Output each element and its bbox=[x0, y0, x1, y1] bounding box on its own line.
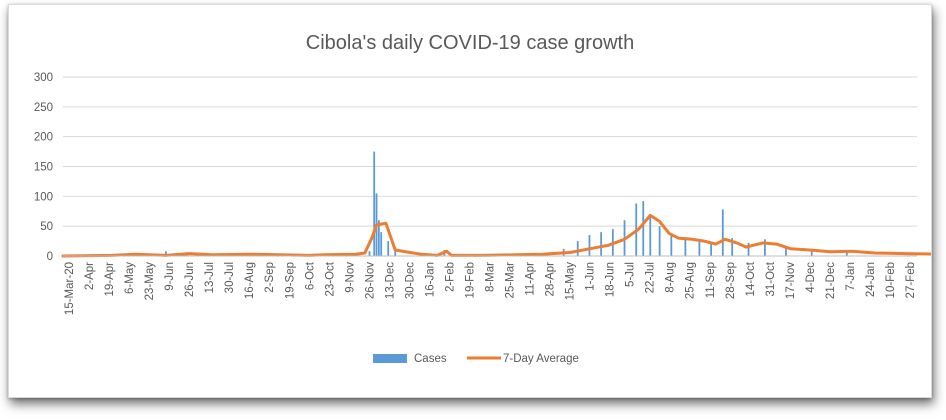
x-tick-label: 8-Aug bbox=[665, 262, 677, 293]
average-line-layer bbox=[61, 213, 931, 258]
case-bar bbox=[684, 238, 687, 256]
case-bar bbox=[642, 201, 645, 256]
y-tick-label: 250 bbox=[34, 102, 53, 114]
chart-card: Cibola's daily COVID-19 case growth 0 50 1… bbox=[8, 4, 932, 398]
x-tick-label: 1-Jun bbox=[585, 262, 597, 291]
x-tick-label: 5-Jul bbox=[625, 262, 637, 287]
x-tick-label: 19-Apr bbox=[104, 262, 116, 297]
x-tick-label: 19-Feb bbox=[464, 262, 476, 298]
legend-cases-swatch bbox=[373, 354, 407, 363]
x-tick-label: 16-Aug bbox=[244, 262, 256, 299]
case-bar bbox=[368, 251, 371, 256]
x-tick-label: 30-Jul bbox=[224, 262, 236, 293]
x-tick-label: 7-Jan bbox=[845, 262, 857, 291]
x-tick-label: 23-Oct bbox=[324, 261, 336, 296]
x-tick-label: 21-Dec bbox=[825, 262, 837, 299]
case-bar bbox=[658, 226, 661, 256]
x-axis-ticks: 15-Mar-20 2-Apr 19-Apr 6-May 23-May 9-Jun 26-J… bbox=[64, 261, 917, 315]
x-tick-label: 22-Jul bbox=[645, 262, 657, 293]
x-tick-label: 8-Mar bbox=[484, 262, 496, 292]
x-tick-label: 28-Sep bbox=[725, 262, 737, 299]
case-bar bbox=[845, 250, 848, 256]
case-bar bbox=[710, 244, 713, 256]
y-tick-label: 100 bbox=[34, 191, 53, 203]
x-tick-label: 25-Mar bbox=[505, 262, 517, 299]
cases-bars bbox=[165, 151, 848, 256]
x-tick-label: 6-Oct bbox=[304, 261, 316, 290]
chart-title: Cibola's daily COVID-19 case growth bbox=[306, 32, 634, 54]
case-bar bbox=[387, 241, 390, 256]
case-bar bbox=[785, 247, 787, 256]
y-tick-label: 200 bbox=[34, 132, 53, 144]
case-bar bbox=[165, 251, 167, 256]
legend-cases-label: Cases bbox=[414, 353, 447, 365]
case-bar bbox=[373, 151, 376, 256]
case-bar bbox=[764, 239, 766, 256]
x-tick-label: 9-Nov bbox=[344, 262, 356, 293]
case-bar bbox=[588, 235, 591, 256]
x-tick-label: 30-Dec bbox=[404, 262, 416, 299]
case-bar bbox=[731, 238, 734, 256]
x-tick-label: 13-Jul bbox=[204, 262, 216, 293]
x-tick-label: 19-Sep bbox=[284, 262, 296, 299]
y-tick-label: 300 bbox=[34, 72, 53, 84]
x-tick-label: 18-Jun bbox=[605, 262, 617, 297]
x-tick-label: 2-Sep bbox=[264, 262, 276, 293]
case-bar bbox=[747, 242, 750, 256]
x-tick-label: 25-Aug bbox=[685, 262, 697, 299]
x-tick-label: 14-Oct bbox=[745, 261, 757, 296]
x-tick-label: 23-May bbox=[144, 262, 156, 301]
x-tick-label: 15-Mar-20 bbox=[64, 262, 76, 315]
case-bar bbox=[698, 241, 701, 256]
legend: Cases 7-Day Average bbox=[373, 353, 579, 365]
case-bar bbox=[721, 209, 724, 256]
y-tick-label: 150 bbox=[34, 162, 53, 174]
x-tick-label: 27-Feb bbox=[905, 262, 917, 298]
x-tick-label: 6-May bbox=[124, 262, 136, 294]
x-tick-label: 15-May bbox=[565, 262, 577, 301]
case-bar bbox=[576, 241, 579, 256]
x-tick-label: 17-Nov bbox=[785, 262, 797, 299]
x-tick-label: 2-Apr bbox=[84, 262, 96, 290]
x-tick-label: 11-Apr bbox=[525, 262, 537, 296]
legend-average-label: 7-Day Average bbox=[503, 353, 579, 365]
x-tick-label: 26-Jun bbox=[184, 262, 196, 297]
case-bar bbox=[649, 214, 652, 256]
average-line bbox=[61, 213, 931, 258]
x-tick-label: 24-Jan bbox=[865, 262, 877, 297]
x-tick-label: 9-Jun bbox=[164, 262, 176, 291]
x-tick-label: 13-Dec bbox=[384, 262, 396, 299]
case-bar bbox=[670, 235, 673, 256]
gridlines bbox=[63, 76, 917, 227]
x-tick-label: 10-Feb bbox=[885, 262, 897, 298]
case-bar bbox=[810, 248, 813, 256]
case-bar bbox=[377, 220, 380, 256]
y-tick-label: 50 bbox=[40, 221, 53, 233]
x-tick-label: 26-Nov bbox=[364, 262, 376, 299]
x-tick-label: 16-Jan bbox=[424, 262, 436, 297]
case-bar bbox=[380, 232, 383, 256]
x-tick-label: 11-Sep bbox=[705, 262, 717, 298]
x-tick-label: 28-Apr bbox=[545, 262, 557, 297]
x-tick-label: 4-Dec bbox=[805, 262, 817, 293]
case-bar bbox=[600, 232, 603, 256]
x-tick-label: 2-Feb bbox=[444, 262, 456, 292]
y-axis-ticks: 0 50 100 150 200 250 300 bbox=[34, 72, 53, 263]
y-tick-label: 0 bbox=[47, 251, 53, 263]
x-tick-label: 31-Oct bbox=[765, 261, 777, 296]
chart: Cibola's daily COVID-19 case growth 0 50 1… bbox=[34, 32, 931, 365]
